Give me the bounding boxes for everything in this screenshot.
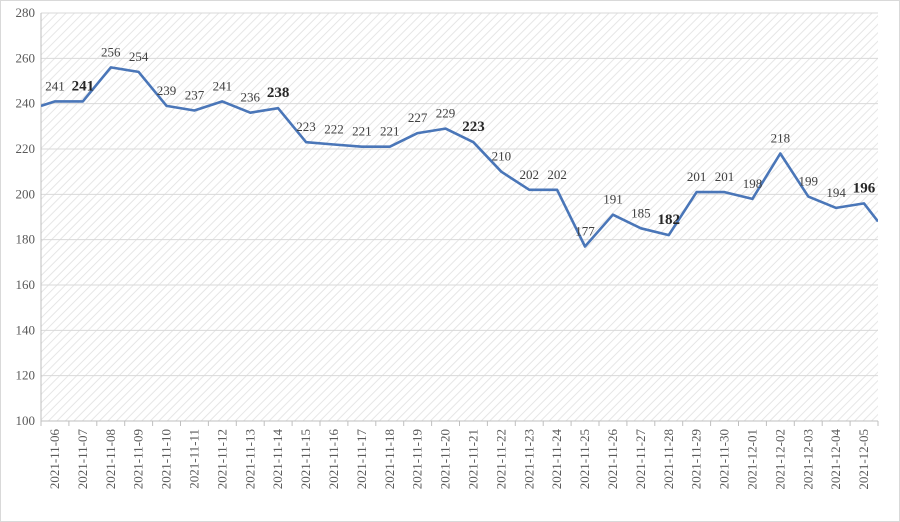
data-label: 238 [267,85,290,101]
y-axis-ticks: 100 120 140 160 180 200 220 240 260 280 [16,5,36,428]
x-tick-label: 2021-11-29 [689,429,704,489]
x-tick-label: 2021-11-28 [661,429,676,489]
data-label: 198 [743,176,763,191]
x-tick-label: 2021-12-01 [744,429,759,490]
y-tick-label: 220 [16,141,36,156]
y-tick-label: 120 [16,368,36,383]
x-tick-label: 2021-11-13 [242,429,257,489]
data-label: 221 [352,124,372,139]
x-tick-label: 2021-11-27 [633,429,648,490]
x-tick-label: 2021-11-10 [159,429,174,489]
y-tick-label: 160 [16,277,36,292]
data-label: 256 [101,44,121,59]
data-label: 202 [547,167,567,182]
x-tick-label: 2021-11-17 [354,429,369,490]
y-tick-label: 240 [16,96,36,111]
y-tick-label: 280 [16,5,36,20]
y-tick-label: 260 [16,50,36,65]
x-tick-label: 2021-12-04 [828,429,843,490]
data-label: 201 [687,169,707,184]
x-tick-label: 2021-12-03 [800,429,815,490]
x-tick-label: 2021-11-08 [103,429,118,489]
x-tick-label: 2021-11-23 [521,429,536,489]
data-label: 210 [492,149,512,164]
data-label: 191 [603,192,623,207]
x-tick-label: 2021-11-15 [298,429,313,489]
x-tick-label: 2021-11-21 [465,429,480,489]
x-tick-label: 2021-11-22 [493,429,508,489]
data-label: 254 [129,49,149,64]
x-tick-label: 2021-11-20 [438,429,453,489]
series-line [41,66,878,248]
x-axis-ticks: 2021-11-06 2021-11-07 2021-11-08 2021-11-09… [40,421,879,490]
data-label: 185 [631,205,651,220]
data-label: 177 [575,223,595,238]
data-label: 223 [296,119,316,134]
y-tick-label: 100 [16,413,36,428]
data-label: 182 [658,212,681,228]
data-label: 236 [241,90,261,105]
data-label: 218 [771,131,791,146]
x-tick-label: 2021-12-05 [856,429,871,490]
x-tick-label: 2021-11-18 [382,429,397,489]
x-tick-label: 2021-12-02 [772,429,787,490]
x-tick-label: 2021-11-07 [75,429,90,490]
x-tick-label: 2021-11-16 [326,429,341,490]
y-tick-label: 140 [16,322,36,337]
data-label: 221 [380,124,400,139]
data-label: 202 [520,167,540,182]
data-label: 196 [853,180,876,196]
data-label: 201 [715,169,735,184]
plot-area [41,13,878,421]
x-tick-label: 2021-11-30 [717,429,732,489]
x-tick-label: 2021-11-12 [214,429,229,489]
x-tick-label: 2021-11-14 [270,429,285,490]
x-tick-label: 2021-11-25 [577,429,592,489]
y-tick-label: 180 [16,232,36,247]
series-line-group [41,66,878,248]
data-label: 223 [462,119,485,135]
x-tick-label: 2021-11-26 [605,429,620,490]
data-label: 229 [436,106,456,121]
data-label: 241 [72,78,95,94]
data-label: 241 [45,78,65,93]
data-label: 241 [213,78,233,93]
data-label: 239 [157,83,177,98]
data-label: 194 [826,185,846,200]
y-tick-label: 200 [16,186,36,201]
x-tick-label: 2021-11-09 [131,429,146,489]
x-tick-label: 2021-11-19 [410,429,425,489]
data-labels: 241 241 256 254 239 237 241 236 238 223 222 221 221 2… [45,44,876,238]
data-label: 199 [799,174,819,189]
data-label: 227 [408,110,428,125]
x-tick-label: 2021-11-24 [549,429,564,490]
x-tick-label: 2021-11-11 [186,429,201,489]
data-label: 237 [185,87,205,102]
data-label: 222 [324,121,344,136]
x-tick-label: 2021-11-06 [47,429,62,490]
